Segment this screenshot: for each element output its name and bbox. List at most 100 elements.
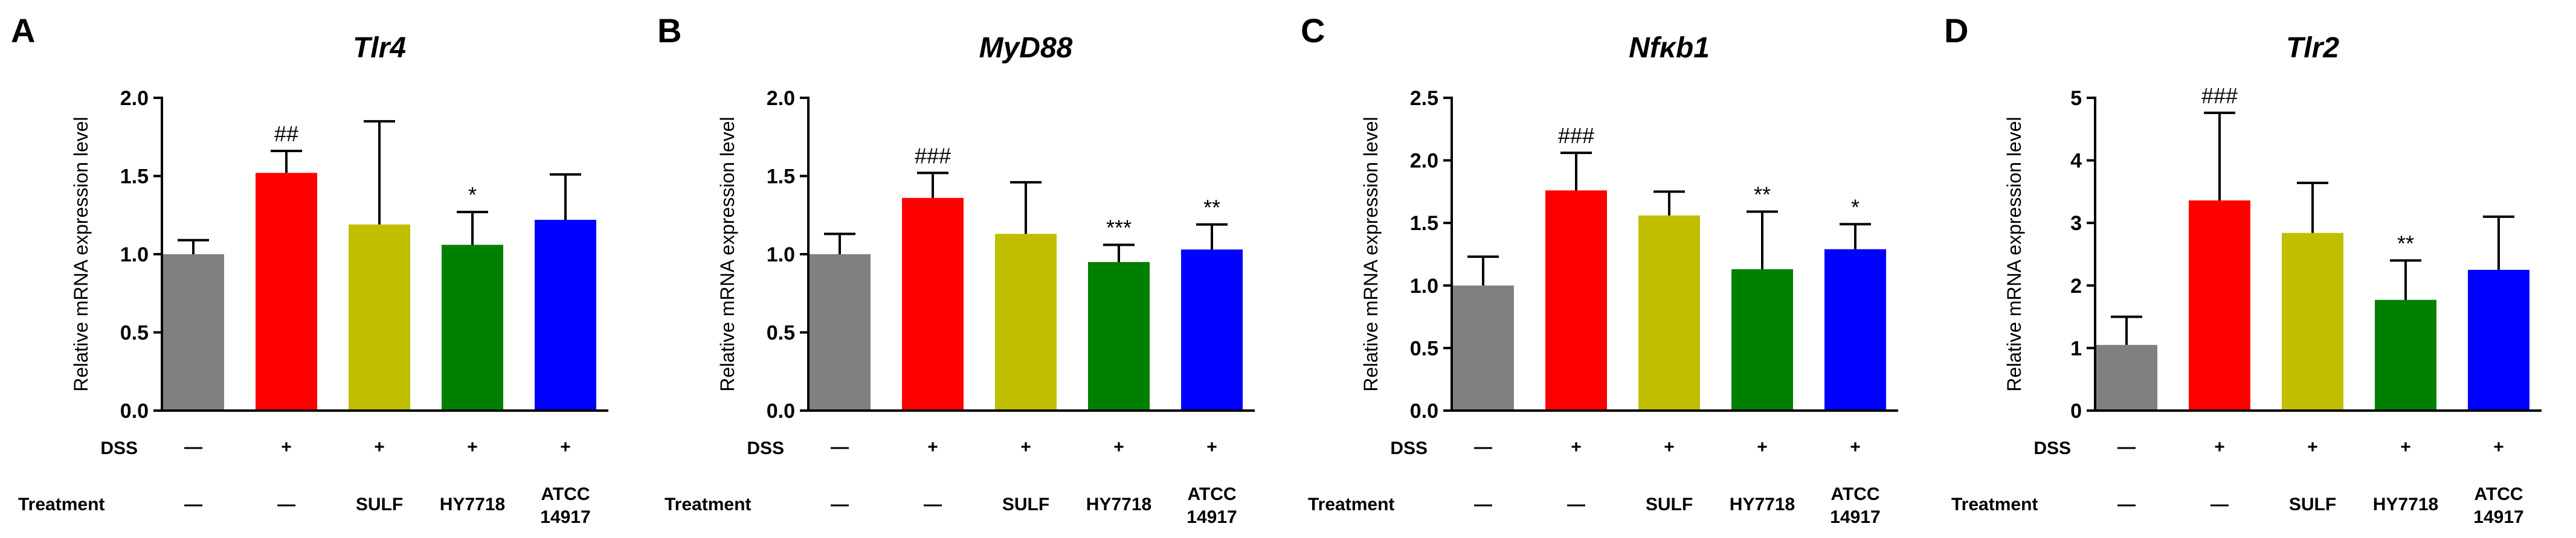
- treatment-cell: ATCC: [1187, 484, 1236, 504]
- bar: [1088, 261, 1150, 411]
- bar: [995, 234, 1057, 411]
- bar: [1731, 269, 1793, 411]
- dss-row-label: DSS: [747, 438, 784, 458]
- treatment-cell: ATCC: [2474, 484, 2523, 504]
- dss-cell: +: [374, 437, 385, 457]
- treatment-row-label: Treatment: [1308, 495, 1394, 514]
- treatment-cell: SULF: [1002, 495, 1049, 514]
- bar: [2375, 299, 2436, 411]
- y-axis-label: Relative mRNA expression level: [70, 117, 92, 391]
- bar: [902, 197, 964, 411]
- y-tick-label: 0.0: [120, 400, 149, 423]
- treatment-cell: HY7718: [1086, 495, 1151, 514]
- treatment-cell: —: [277, 495, 295, 514]
- treatment-cell: —: [831, 495, 849, 514]
- significance-label: ###: [1558, 123, 1594, 148]
- y-axis-label: Relative mRNA expression level: [1360, 117, 1382, 391]
- treatment-cell: —: [184, 495, 202, 514]
- panel-title: MyD88: [979, 32, 1073, 64]
- dss-cell: —: [184, 437, 202, 457]
- dss-cell: +: [2307, 437, 2318, 457]
- dss-row-label: DSS: [2033, 438, 2071, 458]
- dss-cell: —: [2117, 437, 2136, 457]
- dss-cell: —: [1474, 437, 1492, 457]
- bar: [2096, 345, 2157, 411]
- bar: [2282, 232, 2343, 411]
- treatment-cell: SULF: [1646, 495, 1693, 514]
- panel-title: Tlr4: [353, 32, 406, 64]
- significance-label: ***: [1106, 215, 1132, 240]
- dss-cell: +: [927, 437, 938, 457]
- y-tick-label: 0.5: [1410, 337, 1438, 360]
- treatment-cell: —: [1567, 495, 1585, 514]
- y-tick-label: 0.0: [1410, 400, 1438, 423]
- y-tick-label: 2: [2070, 275, 2082, 298]
- bar: [1824, 249, 1886, 411]
- y-tick-label: 5: [2070, 87, 2082, 110]
- treatment-row-label: Treatment: [665, 495, 751, 514]
- panel-d: D Tlr2 Relative mRNA expression level ### **…: [1944, 11, 2542, 527]
- y-tick-label: 2.0: [120, 87, 149, 110]
- panel-c: C Nfκb1 Relative mRNA expression level ### *…: [1301, 11, 1898, 527]
- y-axis-label: Relative mRNA expression level: [716, 117, 738, 391]
- dss-cell: —: [831, 437, 849, 457]
- dss-cell: +: [1571, 437, 1582, 457]
- dss-cell: +: [1664, 437, 1675, 457]
- dss-cell: +: [2400, 437, 2411, 457]
- dss-row-label: DSS: [1390, 438, 1428, 458]
- treatment-row-label: Treatment: [18, 495, 105, 514]
- panel-letter: C: [1301, 11, 1325, 50]
- treatment-cell: ATCC: [541, 484, 590, 504]
- y-tick-label: 1.5: [1410, 212, 1438, 235]
- treatment-cell: —: [2211, 495, 2229, 514]
- panel-letter: B: [657, 11, 681, 50]
- significance-label: ##: [274, 121, 298, 146]
- significance-label: ###: [2201, 83, 2238, 108]
- treatment-cell: HY7718: [1730, 495, 1795, 514]
- y-tick-label: 1.0: [120, 243, 149, 266]
- panel-b: B MyD88 Relative mRNA expression level ### *…: [657, 11, 1255, 527]
- treatment-cell: HY7718: [2373, 495, 2438, 514]
- dss-cell: +: [1850, 437, 1861, 457]
- significance-label: **: [1754, 182, 1771, 207]
- treatment-cell: —: [2117, 495, 2136, 514]
- treatment-cell: —: [924, 495, 942, 514]
- bar: [256, 173, 317, 411]
- treatment-cell: 14917: [540, 507, 590, 527]
- dss-cell: +: [560, 437, 571, 457]
- bar: [2468, 269, 2529, 411]
- dss-cell: +: [2493, 437, 2504, 457]
- y-tick-label: 1: [2070, 337, 2082, 360]
- panel-a: A Tlr4 Relative mRNA expression level ## * 0.…: [11, 11, 608, 527]
- significance-label: **: [2397, 231, 2414, 255]
- bar: [2189, 200, 2250, 411]
- dss-cell: +: [1206, 437, 1217, 457]
- treatment-cell: —: [1474, 495, 1492, 514]
- bar: [442, 245, 503, 411]
- y-tick-label: 0.5: [120, 322, 149, 345]
- dss-cell: +: [1020, 437, 1031, 457]
- dss-cell: +: [1757, 437, 1768, 457]
- treatment-cell: 14917: [2473, 507, 2523, 527]
- dss-cell: +: [281, 437, 292, 457]
- dss-row-label: DSS: [100, 438, 138, 458]
- bar: [1181, 249, 1243, 411]
- y-tick-label: 2.0: [1410, 150, 1438, 173]
- y-tick-label: 2.5: [1410, 87, 1438, 110]
- bar: [1452, 285, 1514, 411]
- y-axis-label: Relative mRNA expression level: [2003, 117, 2025, 391]
- treatment-cell: HY7718: [440, 495, 505, 514]
- y-tick-label: 1.0: [1410, 275, 1438, 298]
- bar: [349, 224, 410, 411]
- significance-label: **: [1203, 195, 1220, 220]
- significance-label: ###: [915, 143, 951, 168]
- bar: [1638, 215, 1700, 411]
- bar: [1545, 190, 1607, 411]
- significance-label: *: [468, 182, 477, 207]
- y-tick-label: 2.0: [767, 87, 795, 110]
- treatment-cell: SULF: [2289, 495, 2336, 514]
- treatment-cell: ATCC: [1831, 484, 1879, 504]
- y-tick-label: 0.5: [767, 322, 795, 345]
- bar: [535, 220, 596, 411]
